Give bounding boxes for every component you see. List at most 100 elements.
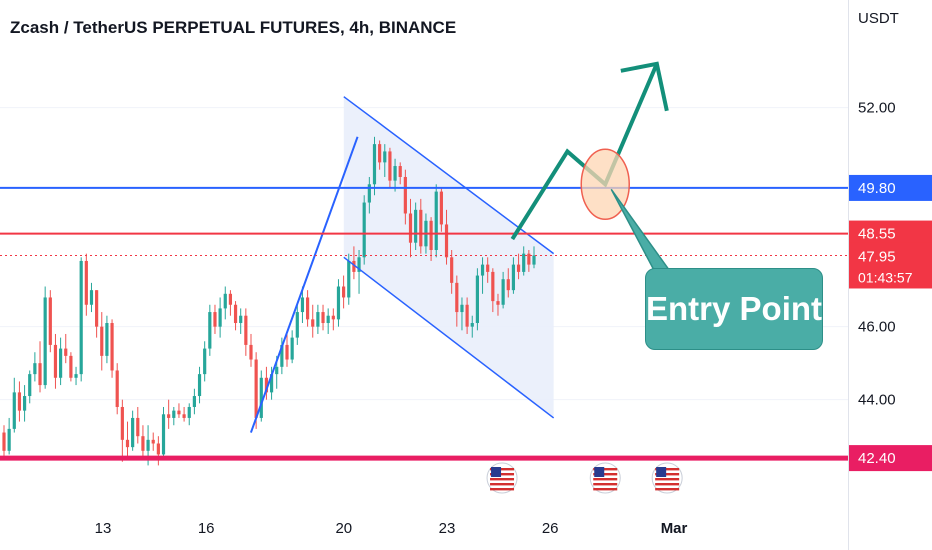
candle-body bbox=[187, 406, 191, 418]
candle-body bbox=[516, 264, 521, 272]
candle-body bbox=[7, 428, 11, 451]
candle-body bbox=[213, 312, 217, 327]
candle-body bbox=[352, 260, 356, 272]
candle-body bbox=[172, 410, 176, 418]
price-axis-separator bbox=[848, 0, 849, 550]
flag-canton bbox=[656, 467, 667, 477]
candle-body bbox=[311, 319, 315, 327]
candle-body bbox=[511, 264, 516, 291]
candle-body bbox=[208, 312, 212, 349]
candle-body bbox=[414, 209, 418, 243]
flag-stripe bbox=[490, 473, 515, 476]
candle-body bbox=[316, 312, 320, 327]
candle-body bbox=[342, 286, 346, 298]
candle-body bbox=[419, 209, 423, 247]
arrow-head bbox=[620, 61, 669, 112]
candle-body bbox=[64, 348, 68, 356]
flag-stripe bbox=[593, 483, 618, 486]
candle-body bbox=[125, 439, 130, 448]
x-tick-label: 13 bbox=[95, 520, 112, 537]
candle-body bbox=[326, 315, 330, 324]
candle-body bbox=[429, 220, 433, 250]
candle-body bbox=[506, 279, 510, 291]
candle-body bbox=[218, 308, 222, 327]
candle-body bbox=[285, 344, 289, 360]
candle-body bbox=[486, 264, 490, 272]
price-tag-bg bbox=[849, 174, 932, 201]
flag-stripe bbox=[593, 468, 618, 471]
candle-body bbox=[131, 417, 135, 448]
candle-body bbox=[300, 297, 305, 313]
candle-body bbox=[388, 151, 392, 181]
candle-body bbox=[383, 151, 387, 163]
flag-canton bbox=[594, 467, 605, 477]
candle-body bbox=[197, 374, 202, 397]
flag-stripe bbox=[490, 478, 515, 481]
candle-body bbox=[275, 366, 279, 375]
price-tag-bg bbox=[849, 220, 932, 247]
candle-body bbox=[146, 439, 150, 451]
y-tick-label: 46.00 bbox=[858, 319, 896, 336]
candle-body bbox=[84, 260, 88, 305]
candle-body bbox=[264, 377, 269, 393]
candle-body bbox=[105, 323, 109, 356]
flag-stripe bbox=[490, 488, 515, 491]
candle-body bbox=[192, 396, 196, 407]
candle-body bbox=[362, 202, 366, 258]
candle-body bbox=[321, 312, 325, 324]
candle-body bbox=[269, 374, 274, 393]
candle-body bbox=[455, 282, 459, 313]
candle-body bbox=[496, 301, 500, 305]
y-tick-label: 52.00 bbox=[858, 100, 896, 117]
candle-body bbox=[141, 436, 145, 451]
candle-body bbox=[491, 271, 495, 302]
price-tag-text: 49.80 bbox=[858, 180, 896, 197]
price-tag-text: 48.55 bbox=[858, 226, 896, 243]
candle-body bbox=[22, 396, 27, 411]
flag-stripe bbox=[593, 478, 618, 481]
candle-body bbox=[305, 297, 310, 320]
candle-body bbox=[223, 293, 227, 309]
flag-stripe bbox=[593, 488, 618, 491]
candle-body bbox=[532, 255, 536, 265]
candle-body bbox=[460, 304, 464, 313]
candle-body bbox=[100, 326, 104, 356]
x-tick-label: 26 bbox=[542, 520, 559, 537]
candle-body bbox=[450, 257, 454, 283]
candle-body bbox=[182, 414, 186, 418]
candle-body bbox=[156, 443, 160, 455]
candle-body bbox=[403, 176, 407, 214]
candle-body bbox=[249, 344, 253, 360]
candle-body bbox=[28, 374, 32, 397]
price-tag-bg bbox=[849, 445, 932, 472]
currency-label: USDT bbox=[858, 10, 899, 27]
candle-body bbox=[522, 253, 526, 272]
flag-stripe bbox=[655, 483, 680, 486]
candle-body bbox=[336, 286, 341, 320]
flag-stripe bbox=[490, 483, 515, 486]
candle-body bbox=[48, 297, 52, 345]
candle-body bbox=[33, 363, 37, 375]
candle-body bbox=[228, 293, 233, 305]
flag-stripe bbox=[655, 468, 680, 471]
candle-body bbox=[59, 348, 63, 378]
channel-lower-line bbox=[343, 256, 555, 419]
us-flag-icon bbox=[589, 462, 621, 494]
candle-body bbox=[38, 363, 42, 386]
candle-body bbox=[203, 348, 207, 375]
candle-body bbox=[120, 406, 124, 440]
candle-body bbox=[357, 257, 361, 272]
callout-pointer bbox=[610, 188, 674, 275]
candle-body bbox=[110, 323, 114, 371]
candle-body bbox=[177, 410, 181, 415]
entry-point-callout[interactable]: Entry Point bbox=[645, 268, 823, 350]
candle-body bbox=[367, 184, 371, 203]
candle-body bbox=[434, 191, 438, 250]
candle-body bbox=[347, 260, 351, 298]
projection-arrow bbox=[510, 63, 659, 241]
flag-stripe bbox=[593, 473, 618, 476]
price-tag-text: 42.40 bbox=[858, 450, 896, 467]
us-flag-icon bbox=[486, 462, 518, 494]
candle-body bbox=[444, 224, 449, 258]
